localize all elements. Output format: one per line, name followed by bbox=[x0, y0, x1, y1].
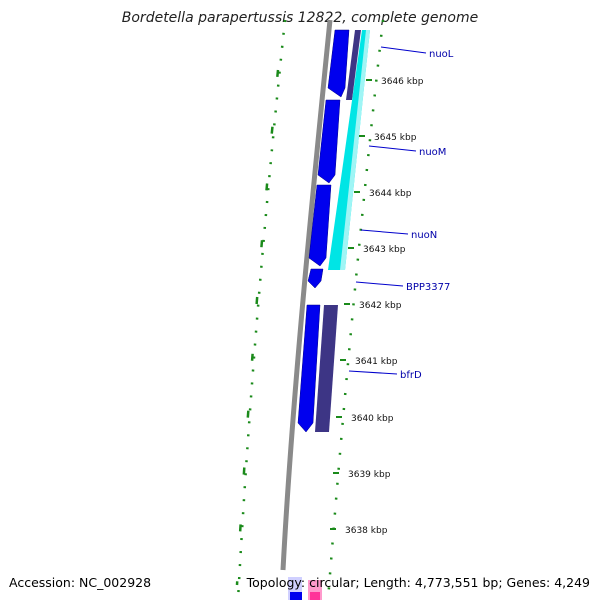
gene-label-leader bbox=[355, 281, 404, 287]
gene-label-nuoM[interactable]: nuoM bbox=[419, 147, 446, 158]
tick-label: 3646 kbp bbox=[381, 77, 424, 87]
gc-content-track bbox=[236, 19, 287, 600]
tick-label: 3644 kbp bbox=[369, 189, 412, 199]
bottom-block-blue bbox=[290, 592, 302, 600]
accession-text: Accession: NC_002928 bbox=[9, 575, 152, 590]
gene-BPP3377-feature[interactable] bbox=[307, 268, 324, 289]
map-title: Bordetella parapertussis 12822, complete… bbox=[121, 10, 479, 26]
cyan-feature-highlight bbox=[340, 30, 370, 270]
gene-nuoN-feature[interactable] bbox=[308, 184, 332, 267]
gene-nuoL-feature[interactable] bbox=[327, 29, 350, 98]
gene-label-leader bbox=[348, 370, 398, 375]
tick-layer: 3646 kbp 3645 kbp 3644 kbp 3643 kbp 3642 kbp… bbox=[330, 77, 424, 536]
gene-label-leader bbox=[360, 229, 409, 235]
gene-nuoM-feature[interactable] bbox=[317, 99, 341, 184]
gene-label-leader bbox=[380, 46, 427, 54]
tick-label: 3642 kbp bbox=[359, 301, 402, 311]
gene-bfrD-reverse-feature[interactable] bbox=[315, 305, 338, 432]
bottom-block-magenta bbox=[310, 592, 320, 600]
tick-label: 3643 kbp bbox=[363, 245, 406, 255]
gc-skew-track bbox=[235, 69, 280, 586]
gene-bfrD-feature[interactable] bbox=[297, 304, 321, 433]
gene-label-nuoL[interactable]: nuoL bbox=[429, 49, 454, 60]
tick-label: 3641 kbp bbox=[355, 357, 398, 367]
tick-label: 3638 kbp bbox=[345, 526, 388, 536]
gene-label-leader bbox=[368, 145, 417, 152]
gene-label-bfrD[interactable]: bfrD bbox=[400, 370, 422, 381]
gene-nuoL-reverse-feature[interactable] bbox=[346, 30, 361, 100]
gene-label-nuoN[interactable]: nuoN bbox=[411, 230, 437, 241]
gene-label-BPP3377[interactable]: BPP3377 bbox=[406, 282, 450, 293]
tick-label: 3639 kbp bbox=[348, 470, 391, 480]
genome-summary-text: Topology: circular; Length: 4,773,551 bp… bbox=[246, 575, 590, 590]
backbone-track bbox=[280, 19, 333, 571]
tick-label: 3640 kbp bbox=[351, 414, 394, 424]
tick-label: 3645 kbp bbox=[374, 133, 417, 143]
gene-label-layer: nuoL nuoM nuoN BPP3377 bfrD bbox=[348, 46, 454, 381]
